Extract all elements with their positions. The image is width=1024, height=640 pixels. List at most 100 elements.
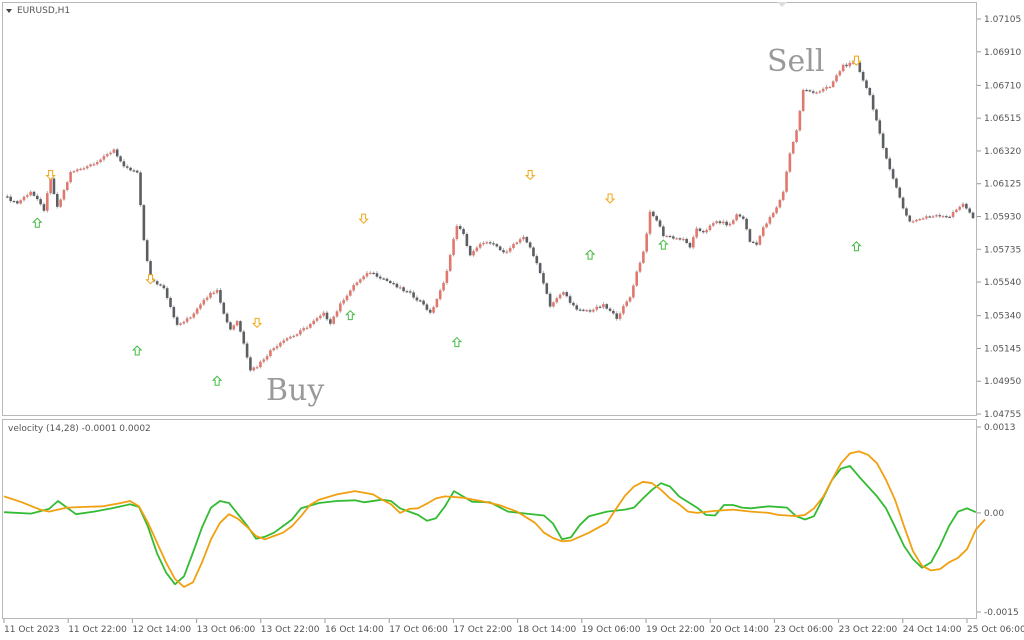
candle-body (352, 285, 355, 291)
candle-body (109, 152, 112, 155)
candle-body (508, 248, 512, 252)
candle-body (195, 308, 199, 314)
candle-body (492, 243, 495, 245)
candle-body (212, 292, 216, 294)
candle-body (505, 251, 509, 253)
candle-body (485, 242, 489, 244)
candle-body (698, 228, 702, 232)
candle-body (369, 272, 372, 275)
candle-body (715, 221, 718, 224)
candle-body (378, 276, 382, 279)
candle-body (6, 196, 9, 198)
candlestick-series (6, 60, 975, 372)
price-tick-label: 1.04950 (984, 377, 1021, 387)
indicator-tick-label: 0.0013 (984, 423, 1016, 433)
candle-body (412, 292, 415, 298)
sell-arrow-icon (45, 169, 56, 181)
candle-body (292, 335, 296, 338)
candle-body (578, 309, 582, 311)
candle-body (149, 261, 152, 280)
candle-body (165, 288, 169, 298)
time-tick-label: 20 Oct 14:00 (710, 625, 769, 635)
candle-body (645, 233, 648, 252)
candle-body (375, 273, 379, 277)
candle-body (672, 236, 675, 239)
candle-body (522, 236, 525, 240)
candle-body (695, 228, 698, 238)
time-tick-label: 23 Oct 06:00 (774, 625, 833, 635)
candle-body (705, 229, 708, 233)
candle-body (781, 191, 785, 201)
candle-body (642, 251, 645, 263)
candle-body (628, 297, 632, 302)
candle-body (418, 300, 422, 302)
candle-body (139, 172, 142, 206)
candle-body (339, 303, 342, 312)
candle-body (552, 302, 555, 307)
buy-arrow-icon (131, 345, 143, 356)
candle-body (302, 328, 305, 331)
candle-body (495, 244, 499, 247)
candle-body (315, 318, 319, 321)
candle-body (365, 273, 369, 277)
time-tick-label: 18 Oct 14:00 (518, 625, 577, 635)
candle-body (965, 203, 968, 209)
time-tick-label: 23 Oct 22:00 (839, 625, 898, 635)
candle-body (741, 216, 745, 219)
candle-body (861, 71, 865, 81)
candle-body (808, 90, 812, 92)
candle-body (225, 313, 229, 323)
candle-body (482, 242, 485, 245)
price-tick-label: 1.04755 (984, 410, 1021, 420)
candle-body (125, 166, 129, 168)
candle-body (159, 284, 162, 286)
candle-body (635, 271, 638, 286)
candle-body (29, 191, 32, 196)
candle-body (132, 170, 136, 172)
candle-body (172, 307, 176, 318)
candle-body (751, 241, 755, 243)
candle-body (319, 315, 322, 319)
candle-body (848, 62, 852, 67)
price-tick-label: 1.05735 (984, 245, 1021, 255)
candle-body (155, 281, 159, 285)
collapse-triangle-icon[interactable] (6, 9, 12, 13)
candle-body (798, 110, 802, 131)
candle-body (575, 305, 579, 310)
candle-body (39, 199, 42, 205)
candle-body (525, 236, 529, 243)
candle-body (62, 190, 66, 200)
candle-body (711, 223, 715, 226)
candle-body (488, 242, 492, 244)
candle-body (42, 204, 46, 211)
candle-body (622, 306, 625, 314)
candle-body (718, 221, 722, 224)
candle-body (235, 321, 239, 326)
candle-body (295, 334, 299, 336)
candle-body (791, 141, 795, 154)
candle-body (215, 290, 219, 293)
indicator-label: velocity (14,28) -0.0001 0.0002 (8, 424, 151, 434)
candle-body (452, 239, 455, 255)
candle-body (332, 316, 335, 324)
indicator-tick-label: -0.0015 (984, 608, 1019, 618)
candle-body (931, 216, 935, 218)
candle-body (385, 278, 389, 281)
candle-body (468, 245, 472, 256)
candle-body (708, 225, 712, 230)
candle-body (415, 297, 419, 301)
candle-body (45, 193, 49, 211)
candle-body (592, 309, 595, 312)
candle-body (688, 242, 692, 248)
buy-annotation: Buy (266, 373, 324, 408)
candle-body (12, 201, 16, 203)
candle-body (502, 250, 505, 253)
sell-arrow-icon (604, 193, 616, 204)
candle-body (249, 357, 252, 371)
buy-arrow-icon (584, 249, 596, 260)
price-tick-label: 1.07105 (984, 15, 1021, 25)
candle-body (755, 242, 758, 245)
candle-body (941, 216, 945, 218)
candle-body (162, 285, 166, 289)
price-tick-label: 1.06515 (984, 114, 1021, 124)
